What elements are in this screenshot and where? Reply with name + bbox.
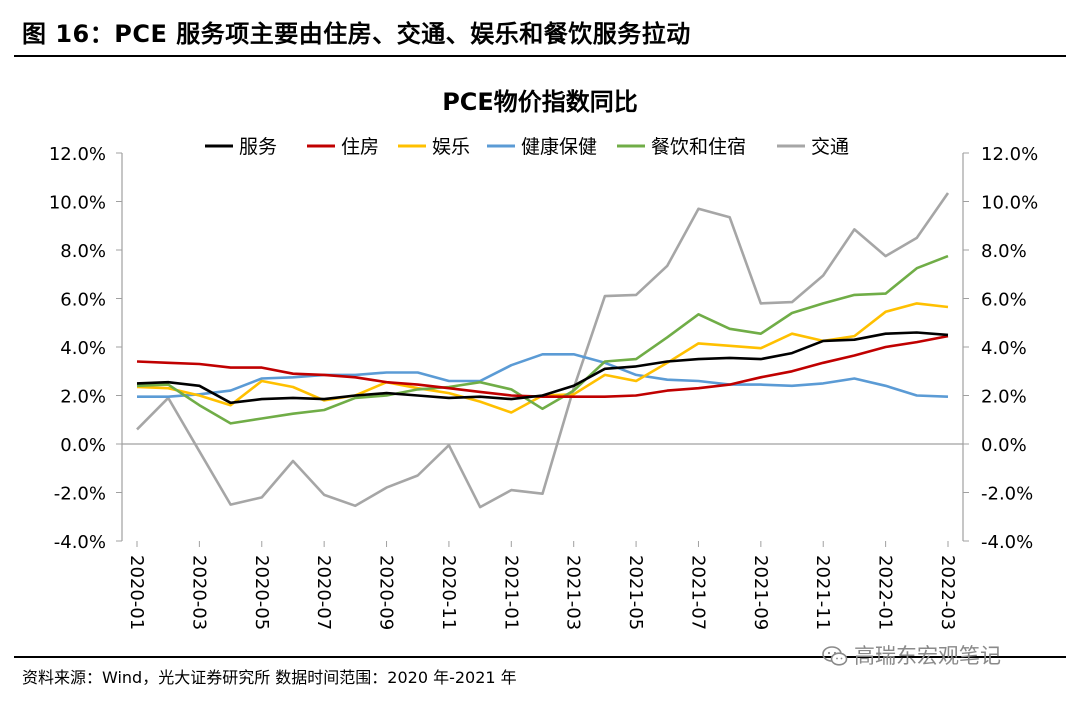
right-y-tick-label: 4.0%	[981, 338, 1027, 359]
x-tick-label: 2020-09	[376, 555, 397, 630]
x-tick-label: 2021-01	[500, 555, 521, 630]
chart-title: PCE物价指数同比	[442, 88, 638, 116]
series-line-5	[136, 192, 950, 509]
left-y-tick-label: -2.0%	[54, 484, 106, 505]
right-y-tick-label: -4.0%	[981, 532, 1033, 553]
source-note: 资料来源：Wind，光大证券研究所 数据时间范围：2020 年-2021 年	[22, 668, 517, 687]
watermark-text: 高瑞东宏观笔记	[854, 644, 1001, 668]
series-group	[136, 192, 950, 509]
right-y-tick-label: 12.0%	[981, 144, 1038, 165]
legend-label: 娱乐	[432, 136, 470, 158]
left-y-tick-label: -4.0%	[54, 532, 106, 553]
x-tick-label: 2021-05	[625, 555, 646, 630]
x-tick-label: 2020-11	[438, 555, 459, 630]
x-tick-label: 2021-09	[750, 555, 771, 630]
series-line-3	[137, 352, 949, 399]
x-tick-label: 2020-03	[188, 555, 209, 630]
legend-label: 健康保健	[521, 136, 597, 158]
figure-title: 图 16：PCE 服务项主要由住房、交通、娱乐和餐饮服务拉动	[22, 20, 691, 48]
right-y-tick-label: 6.0%	[981, 290, 1027, 311]
legend-label: 住房	[341, 136, 379, 158]
left-y-tick-label: 6.0%	[60, 290, 106, 311]
left-y-tick-label: 4.0%	[60, 338, 106, 359]
x-tick-label: 2020-07	[313, 555, 334, 630]
left-y-tick-label: 0.0%	[60, 435, 106, 456]
right-y-tick-label: 8.0%	[981, 241, 1027, 262]
x-tick-label: 2020-01	[126, 555, 147, 630]
right-y-tick-label: 2.0%	[981, 387, 1027, 408]
right-y-tick-label: 0.0%	[981, 435, 1027, 456]
series-line-4	[136, 254, 949, 425]
right-y-tick-label: 10.0%	[981, 193, 1038, 214]
axes: 12.0% 12.0% 10.0% 10.0% 8.0% 8.0% 6.0% 6.0% 4.0%…	[49, 144, 1038, 630]
x-tick-label: 2022-01	[875, 555, 896, 630]
left-y-tick-label: 8.0%	[60, 241, 106, 262]
left-y-tick-label: 12.0%	[49, 144, 106, 165]
top-rule	[14, 55, 1066, 57]
x-tick-label: 2021-03	[563, 555, 584, 630]
series-line-0	[136, 331, 949, 405]
legend-label: 服务	[239, 136, 277, 158]
x-tick-label: 2020-05	[251, 555, 272, 630]
wechat-icon	[822, 646, 848, 666]
x-tick-label: 2022-03	[937, 555, 958, 630]
legend-label: 交通	[811, 136, 849, 158]
left-y-tick-label: 2.0%	[60, 387, 106, 408]
x-tick-label: 2021-11	[812, 555, 833, 630]
bottom-rule	[14, 656, 1066, 658]
legend-label: 餐饮和住宿	[651, 136, 746, 158]
right-y-tick-label: -2.0%	[981, 484, 1033, 505]
series-line-1	[136, 334, 949, 399]
x-tick-label: 2021-07	[687, 555, 708, 630]
watermark: 高瑞东宏观笔记	[822, 640, 1001, 670]
legend: 服务 住房 娱乐 健康保健 餐饮和住宿 交通	[205, 136, 849, 158]
left-y-tick-label: 10.0%	[49, 193, 106, 214]
